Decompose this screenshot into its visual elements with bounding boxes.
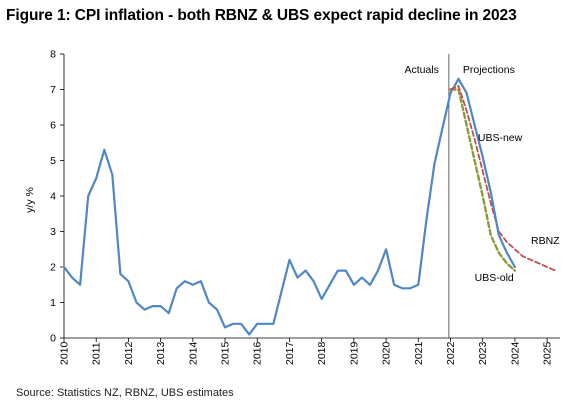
chart-title: Figure 1: CPI inflation - both RBNZ & UB… <box>6 7 517 24</box>
chart-labels: Actuals Projections UBS-new RBNZ UBS-old <box>404 64 560 284</box>
ubs-old-label: UBS-old <box>475 272 514 284</box>
x-tick-label: 2017 <box>284 341 296 365</box>
actuals-label: Actuals <box>404 64 438 76</box>
actual-cpi-line <box>62 77 460 336</box>
y-tick-label: 5 <box>50 155 56 167</box>
x-tick-label: 2013 <box>155 341 167 365</box>
chart-marks <box>62 54 557 338</box>
ubs-new-line <box>457 77 517 269</box>
x-tick-label: 2021 <box>413 341 425 365</box>
x-tick-label: 2022 <box>445 341 457 365</box>
source-note: Source: Statistics NZ, RBNZ, UBS estimat… <box>16 387 234 399</box>
y-tick-label: 7 <box>50 84 56 96</box>
ubs-old-line <box>449 88 517 272</box>
x-tick-label: 2011 <box>91 342 103 365</box>
ubs-new-label: UBS-new <box>478 132 523 144</box>
y-tick-label: 3 <box>50 226 56 238</box>
y-tick-label: 2 <box>50 262 56 274</box>
x-tick-label: 2014 <box>187 341 199 365</box>
x-tick-label: 2012 <box>123 341 135 365</box>
rbnz-label: RBNZ <box>531 235 560 247</box>
x-tick-label: 2024 <box>509 341 521 365</box>
y-tick-label: 6 <box>50 120 56 132</box>
y-axis-label: y/y % <box>24 187 36 213</box>
x-tick-label: 2019 <box>348 341 360 365</box>
axes: 0 1 2 3 4 5 6 7 8 2010 2011 2012 2013 2014 2015 2016 201… <box>24 49 560 365</box>
projections-label: Projections <box>463 64 515 76</box>
x-tick-label: 2016 <box>252 341 264 365</box>
y-tick-label: 8 <box>50 49 56 61</box>
rbnz-line <box>449 85 557 272</box>
y-tick-label: 0 <box>50 333 56 345</box>
x-tick-label: 2025 <box>542 341 554 365</box>
y-tick-label: 4 <box>50 191 56 203</box>
x-tick-label: 2023 <box>477 341 489 365</box>
x-tick-label: 2015 <box>220 341 232 365</box>
y-tick-label: 1 <box>50 297 56 309</box>
x-tick-label: 2010 <box>59 341 71 365</box>
x-tick-label: 2020 <box>381 341 393 365</box>
x-tick-label: 2018 <box>316 341 328 365</box>
